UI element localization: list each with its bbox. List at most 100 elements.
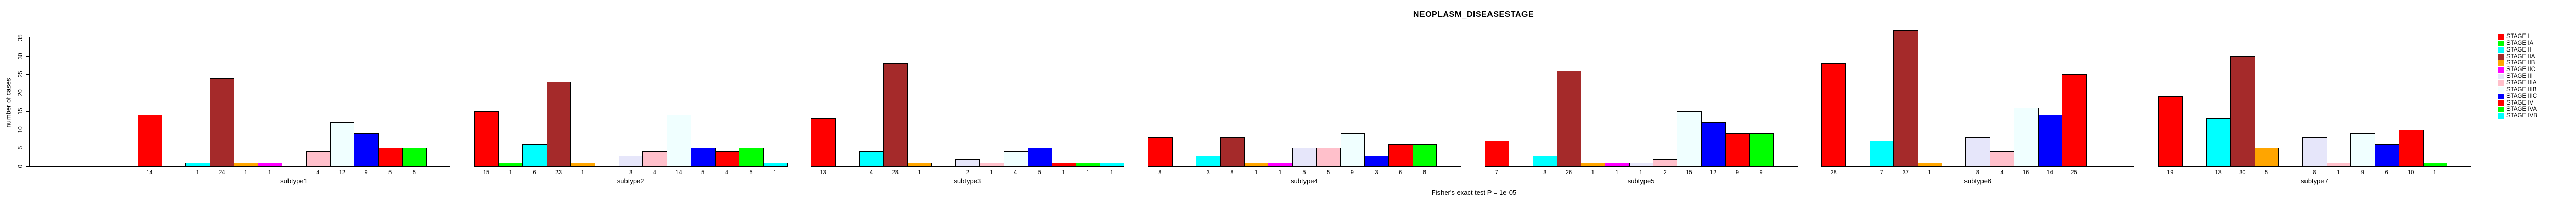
legend-label: STAGE IIIA [2506,79,2537,86]
bar [1196,156,1221,167]
chart-title: NEOPLASM_DISEASESTAGE [1413,10,1534,19]
bar [1147,137,1173,167]
bar [2038,115,2063,167]
bar [811,118,836,167]
bar-value-label: 4 [653,169,656,176]
y-axis-tick-label: 15 [16,108,24,115]
bar-value-label: 1 [509,169,512,176]
bar [1268,163,1293,167]
bar [739,148,764,167]
bar [859,151,884,167]
bar-value-label: 1 [2433,169,2436,176]
bar-value-label: 3 [1206,169,1210,176]
legend-label: STAGE IVB [2506,113,2537,119]
legend-label: STAGE I [2506,33,2530,40]
bar [522,144,547,167]
bar [210,78,234,167]
bar [546,82,571,167]
bar [1220,137,1245,167]
y-axis-tick-label: 0 [16,164,24,168]
bar-value-label: 3 [1543,169,1547,176]
bar-value-label: 9 [2361,169,2364,176]
bar [715,151,740,167]
bar [1821,63,1846,167]
bar-value-label: 24 [218,169,225,176]
bar-value-label: 8 [1158,169,1162,176]
bar [2158,96,2183,167]
y-axis-tick [25,111,30,112]
bar-value-label: 1 [990,169,993,176]
legend-label: STAGE IA [2506,40,2534,46]
bar [185,163,211,167]
y-axis-tick [25,166,30,167]
bar-value-label: 5 [749,169,753,176]
bar-value-label: 1 [1255,169,1258,176]
bar-value-label: 4 [316,169,320,176]
bar [1099,163,1125,167]
legend-label: STAGE IIC [2506,66,2536,73]
bar-value-label: 8 [2313,169,2316,176]
bar-value-label: 23 [555,169,562,176]
bar [2206,118,2231,167]
bar [2375,144,2399,167]
bar-value-label: 1 [1591,169,1595,176]
bar-value-label: 7 [1495,169,1499,176]
bar [1316,148,1341,167]
bar-value-label: 1 [244,169,248,176]
bar [642,151,668,167]
bar [378,148,403,167]
bar-value-label: 1 [1110,169,1113,176]
bar-value-label: 4 [869,169,873,176]
bar-value-label: 12 [338,169,345,176]
bar-value-label: 1 [1615,169,1619,176]
legend-swatch [2498,40,2504,46]
bar [955,159,980,167]
bar [498,163,523,167]
group-label: subtype4 [1291,177,1318,185]
legend-label: STAGE IIIC [2506,93,2537,99]
bar-value-label: 19 [2167,169,2174,176]
y-axis-tick-label: 35 [16,34,24,41]
legend-swatch [2498,80,2504,86]
bar-value-label: 7 [1879,169,1884,176]
bar [1003,151,1028,167]
bar [1893,30,1919,167]
bar [883,63,908,167]
bar [1990,151,2014,167]
legend-swatch [2498,34,2504,40]
bar-value-label: 9 [1735,169,1739,176]
bar [1556,71,1582,167]
bar-value-label: 26 [1565,169,1572,176]
bar [570,163,596,167]
bar-value-label: 6 [533,169,536,176]
bar [2422,163,2448,167]
y-axis-line [29,37,30,166]
group-label: subtype2 [617,177,645,185]
bar [306,151,331,167]
legend-label: STAGE IVA [2506,106,2537,113]
bar-value-label: 1 [1928,169,1931,176]
bar-value-label: 4 [1014,169,1018,176]
group-label: subtype3 [954,177,981,185]
bar [1725,133,1750,167]
legend-swatch [2498,47,2504,53]
bar-value-label: 5 [2265,169,2268,176]
y-axis-tick-label: 10 [16,126,24,133]
bar-value-label: 10 [2408,169,2414,176]
bar-value-label: 9 [1759,169,1763,176]
bar [2326,163,2351,167]
bar-value-label: 28 [892,169,899,176]
bar [2350,133,2376,167]
bar [667,115,691,167]
bar-value-label: 1 [268,169,272,176]
bar [2013,108,2039,167]
bar-value-label: 1 [1086,169,1090,176]
bar-value-label: 5 [412,169,416,176]
legend-label: STAGE IIB [2506,60,2535,66]
bar [1292,148,1317,167]
bar [1869,141,1894,167]
bar-value-label: 15 [483,169,490,176]
group-label: subtype5 [1627,177,1655,185]
bar-value-label: 30 [2239,169,2246,176]
bar [233,163,259,167]
